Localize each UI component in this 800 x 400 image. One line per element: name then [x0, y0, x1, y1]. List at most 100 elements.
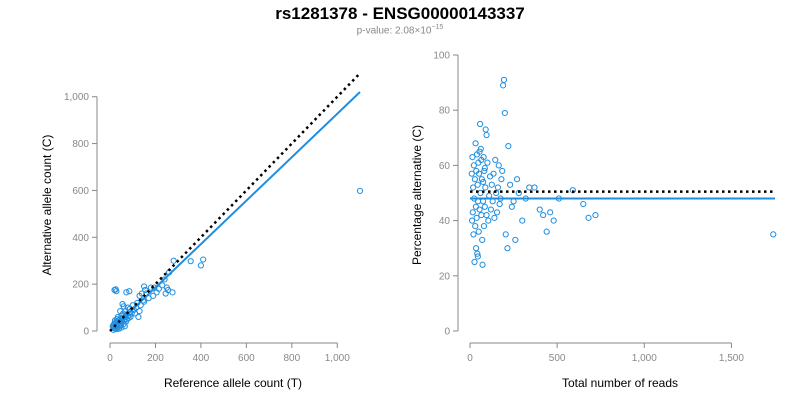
plot1-x-tick-label: 1,000 — [325, 353, 350, 364]
plot1-data-point — [162, 290, 169, 297]
plot2-data-point — [540, 211, 547, 219]
plot1-data-point — [170, 257, 177, 264]
plot2-data-point — [580, 200, 587, 208]
plot2-data-point — [471, 258, 478, 266]
pvalue-text: p-value: 2.08×10 — [356, 25, 432, 37]
plot2-data-point — [592, 211, 599, 219]
plot2-data-point — [502, 231, 509, 238]
plot2-data-point — [498, 176, 505, 183]
plot2-data-point — [488, 181, 495, 188]
plot1-y-tick-label: 1,000 — [64, 92, 89, 103]
plot2-data-point — [481, 165, 488, 172]
plot2-data-point — [470, 184, 477, 191]
plot2-data-point — [476, 206, 483, 213]
plot2-data-point — [496, 200, 503, 208]
plot2-data-point — [491, 214, 498, 221]
plot2-data-point — [469, 209, 476, 216]
plot2-data-point — [472, 203, 480, 210]
plot1-y-tick-label: 0 — [83, 327, 89, 338]
plot2-data-point — [484, 159, 491, 166]
plot2-y-axis-title: Percentage alternative (C) — [410, 125, 424, 265]
plot2-data-point — [477, 120, 484, 128]
plot2-data-point — [493, 209, 501, 216]
plot2-data-point — [479, 178, 487, 186]
plot1-data-point — [136, 292, 143, 299]
plot1-x-tick-label: 800 — [283, 353, 300, 364]
plot2-data-point — [550, 217, 557, 224]
plot1-x-tick-label: 0 — [107, 353, 113, 364]
plot1-data-point — [135, 313, 142, 321]
plot2-data-point — [543, 228, 550, 235]
plot1-data-point — [356, 187, 364, 194]
plot2-y-tick-label: 40 — [439, 216, 451, 227]
pvalue-exponent: −15 — [431, 24, 444, 31]
plot2-data-point — [482, 126, 489, 133]
plot2-data-point — [470, 231, 477, 238]
plot1-data-point — [140, 283, 148, 290]
plot2-data-point — [482, 184, 489, 191]
plot2-data-point — [519, 217, 526, 224]
plot2-y-tick-label: 100 — [433, 51, 450, 62]
plot2-data-point — [536, 206, 543, 213]
plot2-y-tick-label: 60 — [439, 161, 451, 172]
plot2-data-point — [479, 261, 486, 268]
plot2-data-point — [479, 236, 486, 244]
plot1-data-point — [142, 286, 149, 294]
plot1-data-point — [113, 288, 120, 295]
plot2-x-tick-label: 500 — [549, 353, 566, 364]
plot1-x-axis-title: Reference allele count (T) — [164, 376, 302, 390]
plot2-data-point — [490, 170, 497, 177]
plot2-data-point — [473, 167, 480, 175]
plot2-data-point — [474, 181, 481, 188]
plot2-data-point — [485, 217, 492, 224]
plot2-data-point — [494, 184, 501, 191]
plot1-data-point — [117, 307, 124, 315]
plot2-data-point — [474, 250, 481, 257]
plot1-y-axis-title: Alternative allele count (C) — [40, 135, 54, 276]
plot2-x-tick-label: 1,000 — [632, 353, 657, 364]
plot2-data-point — [481, 203, 488, 210]
plot1-data-point — [121, 323, 128, 330]
plot1-y-tick-label: 200 — [72, 280, 89, 291]
plot2-data-point — [481, 167, 488, 175]
plot2-data-point — [483, 211, 490, 219]
chart-subtitle-pvalue: p-value: 2.08×10−15 — [0, 24, 800, 36]
plot2-data-point — [468, 217, 476, 224]
plot1-data-point — [159, 282, 166, 289]
plot2-data-point — [469, 154, 476, 161]
plot1-data-point — [123, 289, 130, 296]
plot2-data-point — [471, 176, 478, 183]
plot1-data-point — [197, 262, 205, 269]
plot2-y-tick-label: 20 — [439, 271, 451, 282]
plot2-data-point — [770, 231, 777, 238]
plot1-x-tick-label: 200 — [147, 353, 164, 364]
plot2-data-point — [508, 203, 515, 210]
plot1-data-point — [113, 326, 120, 333]
plot2-data-point — [487, 206, 495, 213]
plot2-data-point — [474, 253, 481, 260]
plot2-data-point — [472, 223, 479, 230]
plot1-x-tick-label: 400 — [193, 353, 210, 364]
plot2-data-point — [512, 236, 519, 244]
plot1-fit-line — [109, 91, 361, 332]
plot2-data-point — [492, 156, 499, 163]
plot1-y-tick-label: 400 — [72, 233, 89, 244]
chart-title: rs1281378 - ENSG00000143337 — [275, 4, 525, 23]
plot2-data-point — [585, 214, 592, 221]
plot1-data-point — [120, 303, 127, 310]
plot2-data-point — [499, 167, 506, 175]
plot2-y-tick-label: 80 — [439, 106, 451, 117]
plot2-data-point — [480, 223, 488, 230]
plot1-y-tick-label: 600 — [72, 186, 89, 197]
plot2-x-tick-label: 0 — [467, 353, 473, 364]
plot2-data-point — [495, 162, 502, 169]
plot1-data-point — [187, 258, 194, 265]
plot2-data-point — [506, 181, 514, 188]
plot2-data-point — [504, 245, 511, 252]
plot1-data-point — [126, 288, 133, 295]
plot2-data-point — [475, 228, 482, 235]
plot2-data-point — [547, 209, 554, 216]
plot1-data-point — [161, 276, 168, 283]
plot2-data-point — [473, 214, 480, 221]
